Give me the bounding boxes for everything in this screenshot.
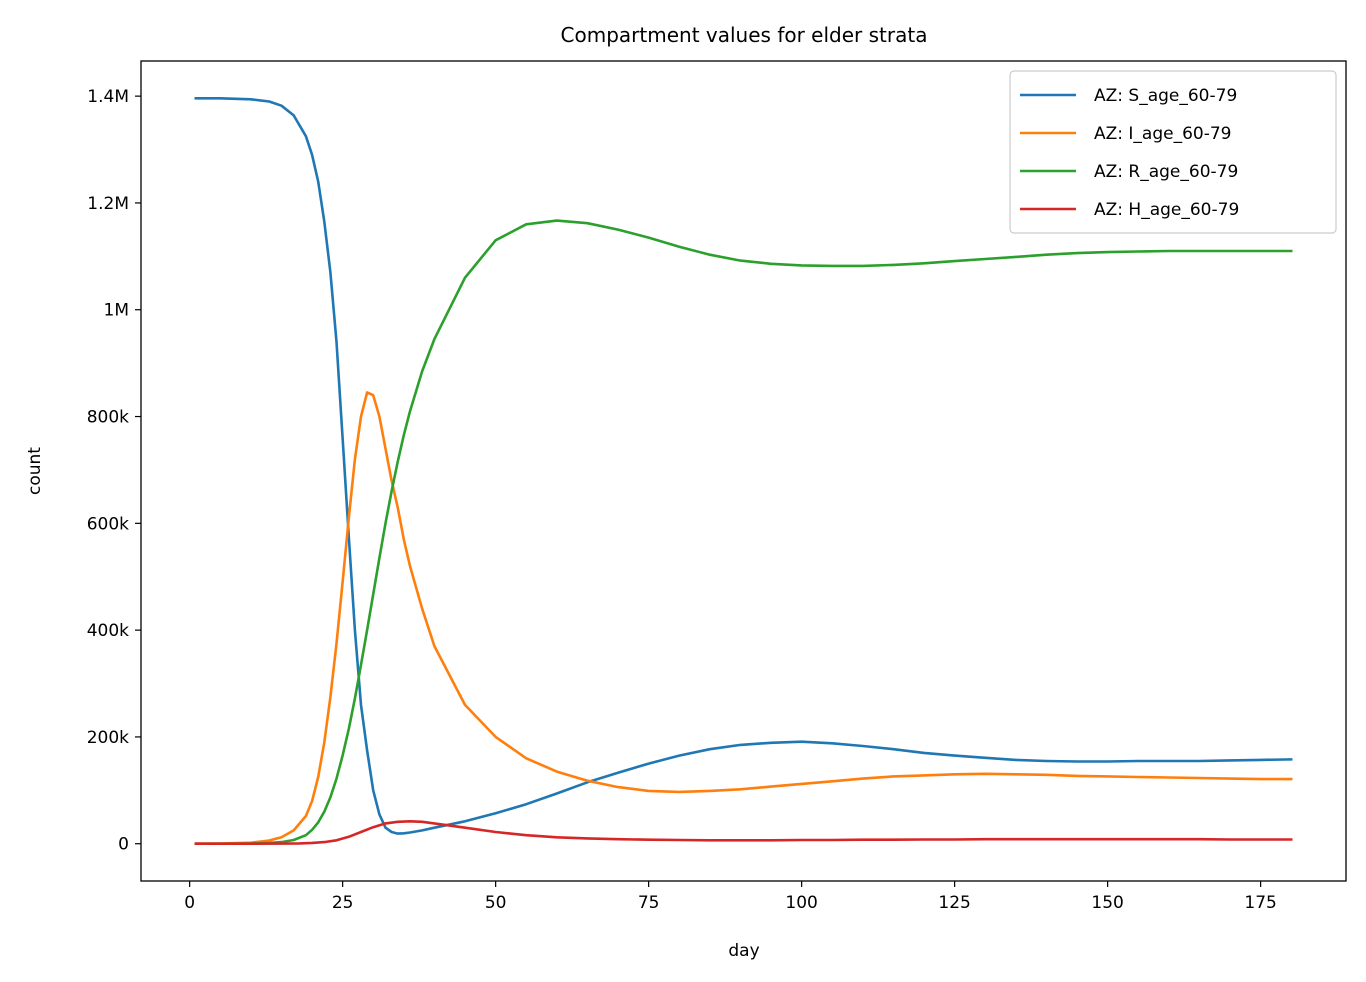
chart-title: Compartment values for elder strata	[561, 23, 928, 47]
series-line-0	[194, 97, 1293, 835]
y-tick-label: 0	[118, 835, 129, 855]
legend-box	[1009, 70, 1337, 234]
x-tick-label: 175	[1244, 893, 1276, 913]
axes-frame	[140, 60, 1347, 882]
y-tick-label: 1.2M	[87, 194, 129, 214]
legend: AZ: S_age_60-79 AZ: I_age_60-79 AZ: R_age_…	[1009, 70, 1337, 234]
plot-area	[194, 97, 1293, 846]
legend-label-2: AZ: R_age_60-79	[1094, 162, 1238, 182]
y-tick-label: 200k	[87, 728, 129, 748]
x-tick-label: 0	[184, 893, 195, 913]
x-tick-label: 25	[332, 893, 354, 913]
x-tick-label: 50	[485, 893, 507, 913]
x-tick-label: 100	[785, 893, 817, 913]
y-tick-label: 1M	[104, 301, 129, 321]
series-line-3	[194, 819, 1293, 846]
x-tick-label: 75	[638, 893, 660, 913]
x-tick-label: 125	[938, 893, 970, 913]
series-line-2	[194, 219, 1293, 846]
legend-label-0: AZ: S_age_60-79	[1094, 86, 1237, 106]
legend-label-1: AZ: I_age_60-79	[1094, 124, 1232, 144]
y-tick-label: 600k	[87, 514, 129, 534]
y-axis-label: count	[25, 447, 45, 495]
x-tick-label: 150	[1091, 893, 1123, 913]
x-axis-label: day	[728, 941, 759, 961]
series-line-1	[194, 391, 1293, 846]
legend-label-3: AZ: H_age_60-79	[1094, 200, 1239, 220]
y-tick-label: 400k	[87, 621, 129, 641]
x-axis: 0 25 50 75 100 125 150 175	[184, 881, 1277, 913]
y-axis: 0 200k 400k 600k 800k 1M 1.2M 1.4M	[87, 87, 141, 855]
y-tick-label: 800k	[87, 408, 129, 428]
y-tick-label: 1.4M	[87, 87, 129, 107]
